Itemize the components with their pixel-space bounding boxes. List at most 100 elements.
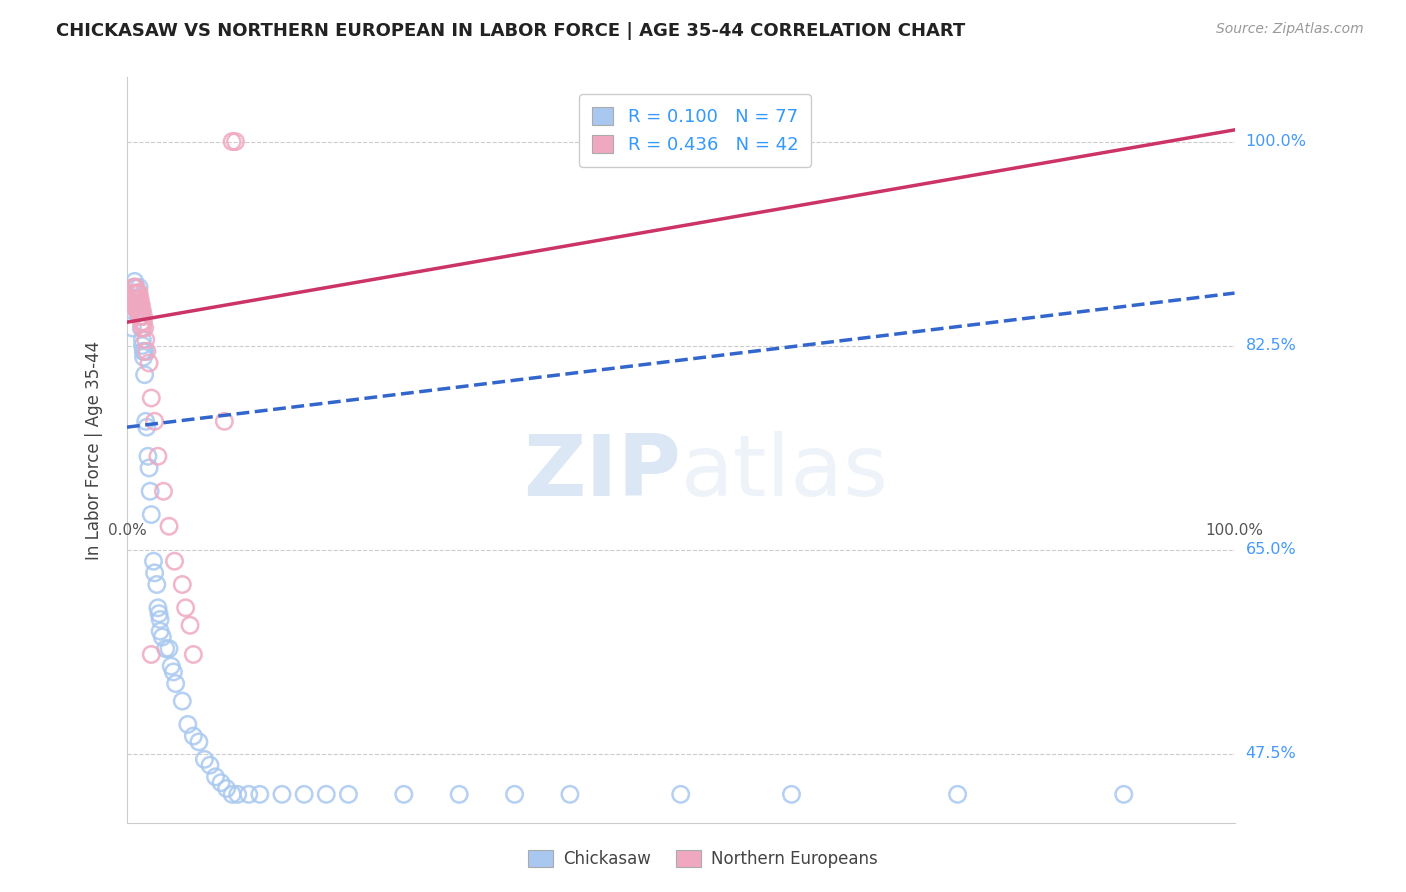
- Point: [179, 618, 201, 632]
- Point: [315, 788, 337, 802]
- Point: [131, 315, 153, 329]
- Point: [131, 338, 153, 352]
- Point: [127, 286, 149, 301]
- Point: [149, 624, 172, 639]
- Point: [209, 775, 232, 789]
- Point: [134, 321, 156, 335]
- Point: [157, 519, 180, 533]
- Point: [125, 303, 148, 318]
- Point: [125, 280, 148, 294]
- Point: [135, 333, 157, 347]
- Point: [122, 280, 145, 294]
- Point: [238, 788, 260, 802]
- Point: [125, 303, 148, 318]
- Point: [136, 450, 159, 464]
- Text: 0.0%: 0.0%: [107, 523, 146, 538]
- Point: [214, 414, 236, 428]
- Text: Source: ZipAtlas.com: Source: ZipAtlas.com: [1216, 22, 1364, 37]
- Point: [152, 484, 174, 499]
- Point: [392, 788, 415, 802]
- Point: [132, 344, 155, 359]
- Point: [271, 788, 294, 802]
- Point: [132, 344, 155, 359]
- Point: [150, 630, 173, 644]
- Point: [148, 607, 170, 621]
- Point: [146, 577, 169, 591]
- Point: [128, 298, 150, 312]
- Point: [187, 735, 209, 749]
- Point: [141, 391, 163, 405]
- Text: 100.0%: 100.0%: [1246, 134, 1306, 149]
- Point: [124, 280, 146, 294]
- Point: [131, 303, 153, 318]
- Point: [120, 286, 142, 301]
- Point: [134, 344, 156, 359]
- Text: ZIP: ZIP: [523, 432, 681, 515]
- Point: [157, 641, 180, 656]
- Point: [134, 368, 156, 382]
- Point: [193, 752, 215, 766]
- Point: [128, 280, 150, 294]
- Point: [129, 310, 152, 324]
- Point: [946, 788, 969, 802]
- Point: [174, 600, 197, 615]
- Point: [131, 298, 153, 312]
- Point: [141, 648, 163, 662]
- Point: [132, 315, 155, 329]
- Point: [121, 321, 143, 335]
- Point: [125, 280, 148, 294]
- Point: [138, 356, 160, 370]
- Point: [141, 508, 163, 522]
- Point: [146, 600, 169, 615]
- Point: [125, 292, 148, 306]
- Point: [146, 450, 169, 464]
- Point: [337, 788, 360, 802]
- Point: [127, 298, 149, 312]
- Point: [124, 292, 146, 306]
- Point: [125, 292, 148, 306]
- Point: [292, 788, 315, 802]
- Point: [183, 648, 205, 662]
- Point: [131, 321, 153, 335]
- Point: [143, 566, 166, 580]
- Point: [224, 135, 246, 149]
- Text: 47.5%: 47.5%: [1246, 746, 1296, 761]
- Point: [131, 303, 153, 318]
- Text: atlas: atlas: [681, 432, 889, 515]
- Point: [221, 788, 243, 802]
- Point: [124, 275, 146, 289]
- Point: [129, 292, 152, 306]
- Point: [127, 286, 149, 301]
- Point: [165, 676, 187, 690]
- Point: [131, 321, 153, 335]
- Text: 82.5%: 82.5%: [1246, 338, 1296, 353]
- Point: [149, 612, 172, 626]
- Point: [131, 310, 153, 324]
- Point: [135, 344, 157, 359]
- Point: [226, 788, 249, 802]
- Point: [558, 788, 581, 802]
- Point: [138, 461, 160, 475]
- Point: [127, 298, 149, 312]
- Point: [139, 484, 162, 499]
- Point: [172, 577, 194, 591]
- Point: [160, 659, 183, 673]
- Point: [132, 350, 155, 364]
- Point: [128, 303, 150, 318]
- Point: [125, 298, 148, 312]
- Point: [127, 292, 149, 306]
- Point: [183, 729, 205, 743]
- Point: [129, 303, 152, 318]
- Point: [1112, 788, 1135, 802]
- Point: [142, 554, 165, 568]
- Point: [221, 135, 243, 149]
- Point: [125, 286, 148, 301]
- Point: [128, 286, 150, 301]
- Point: [129, 303, 152, 318]
- Point: [132, 310, 155, 324]
- Point: [125, 286, 148, 301]
- Point: [131, 333, 153, 347]
- Point: [215, 781, 238, 796]
- Point: [172, 694, 194, 708]
- Point: [669, 788, 692, 802]
